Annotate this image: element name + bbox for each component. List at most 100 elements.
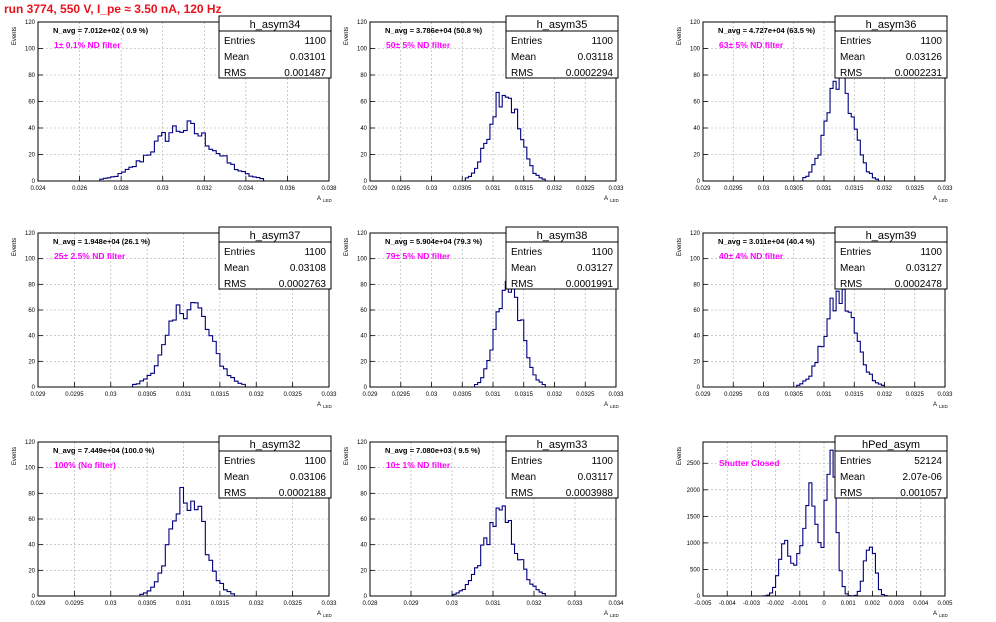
stats-value-entries: 1100: [591, 456, 613, 467]
y-tick-label: 60: [693, 308, 700, 314]
y-tick-label: 40: [360, 126, 367, 132]
stats-label-rms: RMS: [840, 68, 863, 79]
x-tick-label: 0.032: [547, 186, 563, 192]
x-axis-label: A LED: [604, 402, 620, 409]
x-tick-label: 0.03: [426, 186, 438, 192]
stats-label-entries: Entries: [224, 36, 255, 47]
stats-title: h_asym34: [250, 19, 301, 31]
y-tick-label: 40: [360, 543, 367, 549]
panel-h_asym32: 0.029 0.0295 0.03 0.0305 0.031 0.0315 0.032 0.0…: [12, 435, 337, 618]
filter-label: 1± 0.1% ND filter: [54, 40, 121, 50]
navg-label: N_avg = 7.080e+03 ( 9.5 %): [385, 446, 481, 455]
x-tick-label: 0.0295: [392, 186, 411, 192]
stats-label-rms: RMS: [224, 68, 247, 79]
x-tick-label: -0.002: [767, 601, 785, 607]
x-tick-label: 0.034: [238, 186, 254, 192]
x-axis-label-sub: LED: [323, 404, 333, 409]
y-tick-label: 100: [25, 47, 36, 53]
x-tick-label: 0.0315: [211, 601, 230, 607]
y-tick-label: 40: [693, 334, 700, 340]
stats-label-mean: Mean: [840, 472, 865, 483]
panel-h_asym35: 0.029 0.0295 0.03 0.0305 0.031 0.0315 0.032 0.0…: [344, 15, 624, 203]
y-tick-label: 60: [360, 517, 367, 523]
x-tick-label: 0.033: [937, 392, 953, 398]
stats-title: h_asym32: [250, 439, 301, 451]
x-axis-label-sub: LED: [939, 404, 949, 409]
x-tick-label: 0.0305: [453, 186, 472, 192]
y-tick-label: 120: [690, 20, 701, 26]
x-tick-label: 0: [822, 601, 826, 607]
x-tick-label: 0.03: [105, 601, 117, 607]
x-axis-label-sub: LED: [610, 404, 620, 409]
stats-value-mean: 0.03118: [578, 52, 614, 63]
x-tick-label: 0.0305: [785, 392, 804, 398]
x-tick-label: 0.029: [695, 186, 711, 192]
y-tick-label: 60: [360, 308, 367, 314]
y-tick-label: 1000: [687, 541, 701, 547]
stats-label-rms: RMS: [840, 488, 863, 499]
x-axis-label: A LED: [604, 196, 620, 203]
stats-title: h_asym35: [537, 19, 588, 31]
histogram-line: [703, 288, 945, 388]
y-tick-label: 20: [360, 153, 367, 159]
stats-label-mean: Mean: [224, 472, 249, 483]
stats-box: [218, 226, 332, 290]
y-tick-label: 40: [28, 543, 35, 549]
filter-label: 25± 2.5% ND filter: [54, 251, 126, 261]
x-tick-label: 0.032: [877, 392, 893, 398]
y-tick-label: 2500: [687, 461, 701, 467]
stats-box: [505, 435, 619, 499]
filter-label: 10± 1% ND filter: [386, 460, 451, 470]
y-tick-label: 60: [28, 308, 35, 314]
y-tick-label: 80: [693, 282, 700, 288]
stats-label-mean: Mean: [224, 52, 249, 63]
x-tick-label: 0.0305: [785, 186, 804, 192]
y-axis-label: Events: [344, 447, 350, 465]
x-tick-label: 0.0305: [138, 601, 157, 607]
y-tick-label: 20: [360, 568, 367, 574]
stats-label-mean: Mean: [511, 263, 536, 274]
y-tick-label: 120: [25, 440, 36, 446]
x-tick-label: 0.001: [841, 601, 857, 607]
y-tick-label: 100: [25, 466, 36, 472]
navg-label: N_avg = 3.786e+04 (50.8 %): [385, 26, 483, 35]
x-tick-label: 0.031: [485, 186, 501, 192]
y-tick-label: 80: [28, 73, 35, 79]
y-tick-label: 100: [690, 257, 701, 263]
stats-value-rms: 0.0002294: [566, 68, 614, 79]
x-tick-label: 0.031: [485, 601, 501, 607]
stats-box: [505, 15, 619, 79]
x-axis-label: A LED: [604, 611, 620, 618]
x-tick-label: 0.0315: [515, 186, 534, 192]
y-tick-label: 20: [28, 359, 35, 365]
y-tick-label: 100: [25, 257, 36, 263]
y-tick-label: 120: [357, 231, 368, 237]
x-tick-label: 0.03: [426, 392, 438, 398]
x-tick-label: 0.004: [913, 601, 929, 607]
stats-label-mean: Mean: [840, 263, 865, 274]
stats-box: [218, 15, 332, 79]
stats-box: [834, 15, 948, 79]
stats-value-mean: 0.03127: [577, 263, 614, 274]
x-tick-label: 0.031: [816, 186, 832, 192]
y-tick-label: 0: [32, 385, 36, 391]
x-tick-label: 0.034: [608, 601, 624, 607]
filter-label: 40± 4% ND filter: [719, 251, 784, 261]
x-tick-label: 0.032: [249, 392, 265, 398]
filter-label: 79± 5% ND filter: [386, 251, 451, 261]
x-tick-label: 0.032: [249, 601, 265, 607]
x-axis-label-sub: LED: [610, 198, 620, 203]
stats-value-rms: 0.0002763: [279, 279, 327, 290]
stats-value-mean: 0.03108: [290, 263, 327, 274]
stats-title: h_asym39: [866, 230, 917, 242]
x-tick-label: 0.0295: [65, 392, 84, 398]
x-tick-label: 0.031: [176, 601, 192, 607]
x-tick-label: 0.03: [758, 186, 770, 192]
run-title: run 3774, 550 V, I_pe ≈ 3.50 nA, 120 Hz: [4, 2, 222, 16]
stats-value-rms: 0.0002478: [895, 279, 943, 290]
y-tick-label: 80: [360, 73, 367, 79]
stats-value-mean: 0.03126: [906, 52, 943, 63]
y-axis-label: Events: [12, 27, 18, 45]
stats-title: h_asym36: [866, 19, 917, 31]
